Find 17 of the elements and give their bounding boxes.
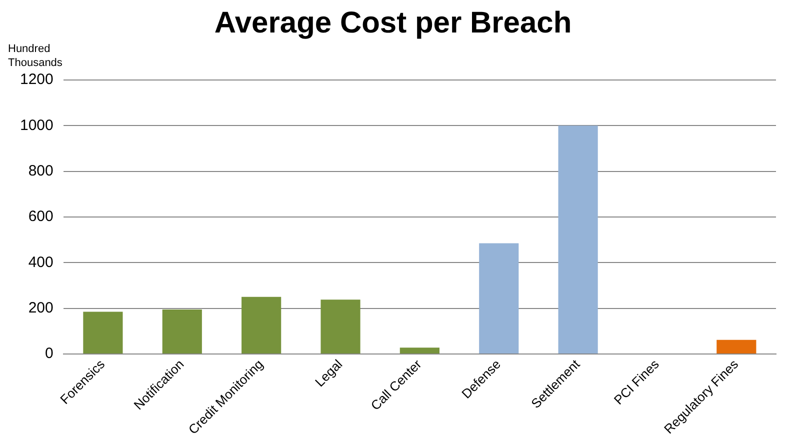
bar <box>479 243 519 354</box>
y-tick-label: 1000 <box>20 116 54 134</box>
y-tick-label: 400 <box>28 254 54 271</box>
y-axis-title: Hundred Thousands <box>8 43 63 69</box>
y-tick-label: 200 <box>28 299 54 316</box>
chart-title: Average Cost per Breach <box>214 6 572 40</box>
y-tick-label: 800 <box>28 162 54 180</box>
y-tick-label: 0 <box>45 345 54 362</box>
bar <box>716 340 756 354</box>
bar <box>320 300 360 354</box>
bar <box>83 312 123 354</box>
bar <box>400 348 440 354</box>
bar <box>162 309 202 354</box>
bar <box>242 296 282 354</box>
bar <box>558 126 598 354</box>
y-tick-label: 1200 <box>20 71 54 88</box>
y-tick-label: 600 <box>28 208 54 226</box>
